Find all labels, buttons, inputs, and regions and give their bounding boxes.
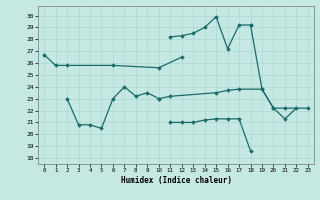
- X-axis label: Humidex (Indice chaleur): Humidex (Indice chaleur): [121, 176, 231, 185]
